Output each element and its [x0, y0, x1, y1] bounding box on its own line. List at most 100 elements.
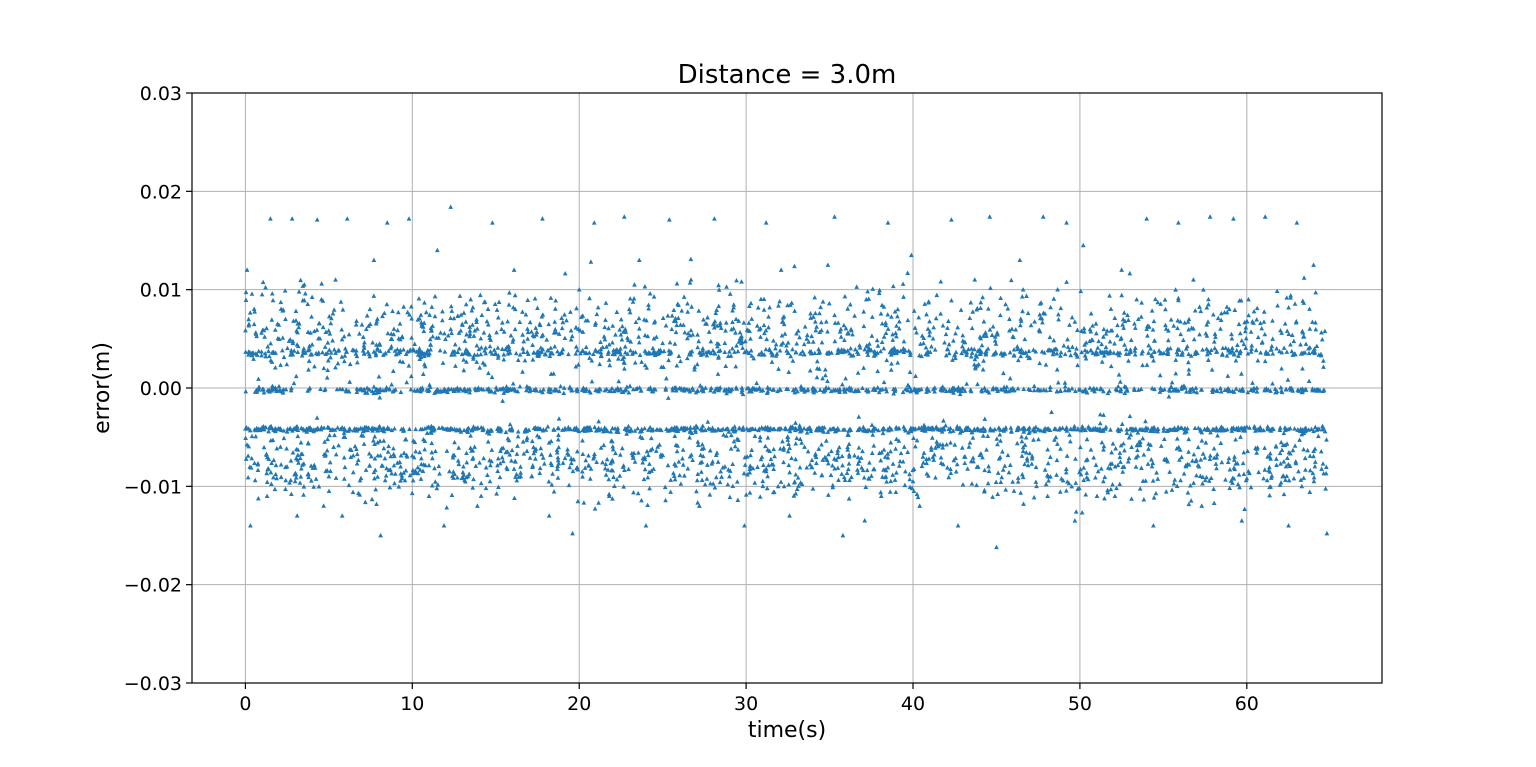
scatter-point [521, 349, 526, 355]
scatter-point [878, 311, 884, 316]
scatter-point [962, 454, 968, 459]
scatter-point [1288, 295, 1293, 300]
scatter-point [462, 350, 468, 355]
scatter-point [1095, 345, 1101, 350]
scatter-point [1007, 328, 1012, 333]
scatter-point [968, 354, 974, 359]
scatter-point [382, 477, 388, 483]
scatter-point [777, 298, 782, 304]
scatter-point [732, 349, 737, 354]
scatter-point [385, 330, 391, 336]
scatter-point [1288, 292, 1294, 298]
scatter-point [382, 350, 388, 356]
scatter-point [575, 386, 580, 392]
scatter-point [695, 332, 700, 337]
scatter-point [1101, 447, 1106, 452]
scatter-point [507, 421, 513, 427]
scatter-point [1067, 432, 1072, 437]
scatter-point [453, 363, 458, 368]
scatter-point [625, 351, 630, 356]
data-point [1302, 425, 1308, 431]
scatter-point [627, 383, 633, 388]
scatter-point [1241, 341, 1247, 347]
scatter-point [279, 347, 285, 353]
chart-title: Distance = 3.0m [678, 60, 897, 90]
scatter-point [619, 389, 625, 394]
scatter-point [736, 318, 742, 323]
scatter-point [816, 446, 822, 451]
scatter-point [821, 429, 827, 434]
data-point [1324, 530, 1330, 536]
scatter-point [940, 323, 946, 328]
scatter-point [1026, 348, 1032, 353]
scatter-point [427, 312, 432, 317]
scatter-point [764, 426, 770, 431]
data-point [540, 216, 545, 221]
scatter-point [797, 334, 802, 340]
scatter-point [560, 427, 565, 432]
scatter-point [463, 301, 469, 307]
scatter-point [709, 461, 715, 466]
scatter-point [1245, 448, 1250, 454]
scatter-point [713, 474, 719, 480]
scatter-point [640, 460, 646, 465]
scatter-point [651, 320, 657, 325]
scatter-point [1101, 443, 1107, 449]
scatter-point [505, 351, 511, 356]
scatter-point [440, 360, 446, 365]
scatter-point [1121, 325, 1126, 330]
scatter-point [881, 334, 887, 339]
scatter-point [363, 326, 369, 332]
scatter-point [478, 351, 484, 357]
scatter-point [417, 467, 423, 472]
data-point [518, 473, 524, 479]
scatter-point [1231, 351, 1237, 356]
scatter-point [844, 386, 850, 392]
scatter-point [924, 460, 929, 466]
scatter-point [1148, 346, 1153, 351]
scatter-point [999, 474, 1005, 480]
scatter-point [994, 330, 1000, 335]
scatter-point [850, 352, 856, 358]
scatter-point [959, 350, 965, 356]
scatter-point [338, 299, 344, 304]
scatter-point [771, 466, 777, 472]
scatter-point [860, 467, 866, 473]
scatter-point [1097, 420, 1103, 426]
scatter-point [360, 334, 366, 339]
scatter-point [1064, 279, 1069, 284]
scatter-point [907, 352, 913, 357]
scatter-point [479, 345, 484, 350]
scatter-point [627, 428, 632, 434]
scatter-point [717, 320, 723, 325]
scatter-point [618, 351, 624, 357]
scatter-point [1258, 320, 1263, 326]
scatter-point [847, 426, 853, 432]
scatter-point [1301, 475, 1307, 480]
scatter-point [747, 470, 753, 475]
scatter-point [1199, 429, 1205, 435]
data-point [419, 350, 425, 355]
data-point [1049, 348, 1054, 353]
scatter-point [1153, 296, 1158, 302]
scatter-point [537, 322, 543, 327]
data-point [1239, 518, 1245, 523]
scatter-point [699, 477, 705, 482]
scatter-point [586, 453, 591, 458]
scatter-point [456, 445, 462, 450]
scatter-point [1176, 295, 1181, 301]
scatter-point [867, 341, 872, 346]
scatter-point [330, 311, 336, 316]
scatter-point [282, 288, 288, 293]
scatter-point [1019, 438, 1025, 444]
scatter-point [459, 475, 465, 481]
scatter-point [705, 419, 711, 424]
scatter-point [586, 463, 592, 468]
y-tick-label: 0.02 [140, 181, 182, 203]
scatter-point [993, 341, 999, 346]
data-point [344, 216, 350, 221]
scatter-point [469, 427, 475, 432]
scatter-point [520, 439, 526, 444]
data-point [301, 346, 307, 351]
scatter-point [243, 456, 249, 461]
